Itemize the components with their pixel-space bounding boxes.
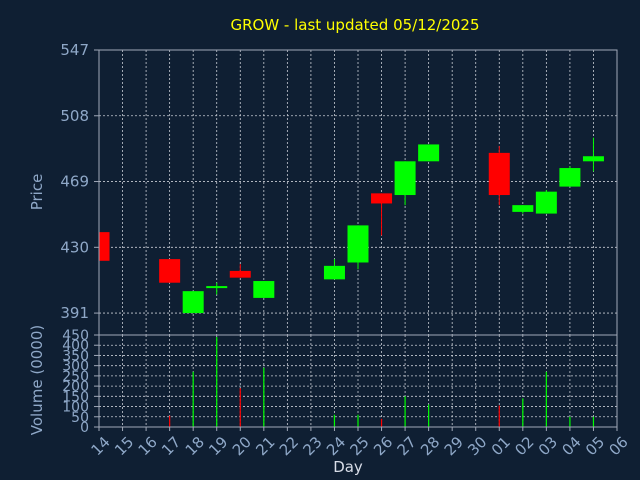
candle-body-1 <box>159 259 181 283</box>
x-tick-label-05: 05 <box>582 433 608 459</box>
candle-body-4 <box>229 270 251 278</box>
x-tick-label-15: 15 <box>111 433 137 459</box>
price-y-ticks: 391 430 469 508 547 <box>60 41 99 322</box>
x-tick-label-18: 18 <box>182 433 208 459</box>
volume-bar-4 <box>192 371 194 427</box>
x-tick-label-20: 20 <box>229 433 255 459</box>
chart-title: GROW - last updated 05/12/2025 <box>230 16 479 34</box>
x-ticks: 1415161718192021222324252627282930010203… <box>88 427 632 459</box>
x-tick-label-27: 27 <box>394 433 420 459</box>
candle-body-12 <box>512 205 534 212</box>
candle-body-8 <box>371 193 393 204</box>
volume-grid <box>99 335 617 427</box>
x-tick-label-22: 22 <box>276 433 302 459</box>
candle-body-2 <box>182 291 204 314</box>
x-tick-label-21: 21 <box>252 433 278 459</box>
candle-body-11 <box>488 152 510 196</box>
volume-bar-3 <box>169 415 171 427</box>
candle-body-0 <box>99 232 110 261</box>
x-tick-label-16: 16 <box>135 433 161 459</box>
price-tick-label-391: 391 <box>60 304 89 322</box>
volume-tick-label-450: 450 <box>62 328 89 344</box>
volume-bar-14 <box>428 404 430 427</box>
candle-body-5 <box>253 281 275 298</box>
volume-tick-label-150: 150 <box>62 389 89 405</box>
volume-bar-6 <box>239 388 241 427</box>
x-tick-label-19: 19 <box>205 433 231 459</box>
x-tick-label-03: 03 <box>535 433 561 459</box>
price-tick-label-547: 547 <box>60 41 89 59</box>
candle-body-13 <box>535 191 557 214</box>
price-tick-label-430: 430 <box>60 238 89 256</box>
volume-bar-18 <box>522 398 524 427</box>
volume-bar-17 <box>498 405 500 427</box>
x-tick-label-30: 30 <box>464 433 490 459</box>
volume-bar-10 <box>333 414 336 427</box>
x-tick-label-17: 17 <box>158 433 184 459</box>
x-tick-label-04: 04 <box>558 433 584 459</box>
volume-bar-20 <box>569 416 571 427</box>
x-tick-label-01: 01 <box>488 433 514 459</box>
x-tick-label-29: 29 <box>441 433 467 459</box>
x-tick-label-06: 06 <box>606 433 632 459</box>
x-axis-label: Day <box>333 458 363 476</box>
x-tick-label-26: 26 <box>370 433 396 459</box>
volume-tick-label-250: 250 <box>62 369 89 385</box>
volume-bar-5 <box>216 337 218 427</box>
volume-axis-label: Volume (0000) <box>28 325 46 435</box>
volume-tick-label-350: 350 <box>62 348 89 364</box>
x-tick-label-25: 25 <box>347 433 373 459</box>
volume-tick-label-300: 300 <box>62 359 89 375</box>
candle-body-7 <box>347 225 369 263</box>
volume-bar-12 <box>380 418 383 427</box>
volume-tick-label-400: 400 <box>62 338 89 354</box>
price-tick-label-508: 508 <box>60 107 89 125</box>
x-tick-label-24: 24 <box>323 433 349 459</box>
candles <box>98 137 604 314</box>
candle-body-10 <box>418 144 440 162</box>
volume-bar-21 <box>592 416 595 427</box>
volume-tick-label-100: 100 <box>62 400 89 416</box>
volume-bar-11 <box>357 414 359 427</box>
volume-bar-19 <box>545 371 547 427</box>
volume-tick-label-0: 0 <box>80 420 89 436</box>
candle-body-3 <box>206 286 228 289</box>
candle-body-6 <box>323 265 345 280</box>
price-axis-label: Price <box>28 174 46 211</box>
volume-bars <box>169 337 595 427</box>
candle-body-14 <box>559 168 581 187</box>
price-tick-label-469: 469 <box>60 173 89 191</box>
x-tick-label-23: 23 <box>299 433 325 459</box>
x-tick-label-02: 02 <box>511 433 537 459</box>
candle-body-9 <box>394 161 416 196</box>
x-tick-label-28: 28 <box>417 433 443 459</box>
volume-tick-label-50: 50 <box>71 410 89 426</box>
candle-body-15 <box>582 156 604 162</box>
x-tick-label-14: 14 <box>88 433 114 459</box>
volume-bar-13 <box>404 396 406 427</box>
volume-bar-7 <box>263 367 265 427</box>
volume-tick-label-200: 200 <box>62 379 89 395</box>
